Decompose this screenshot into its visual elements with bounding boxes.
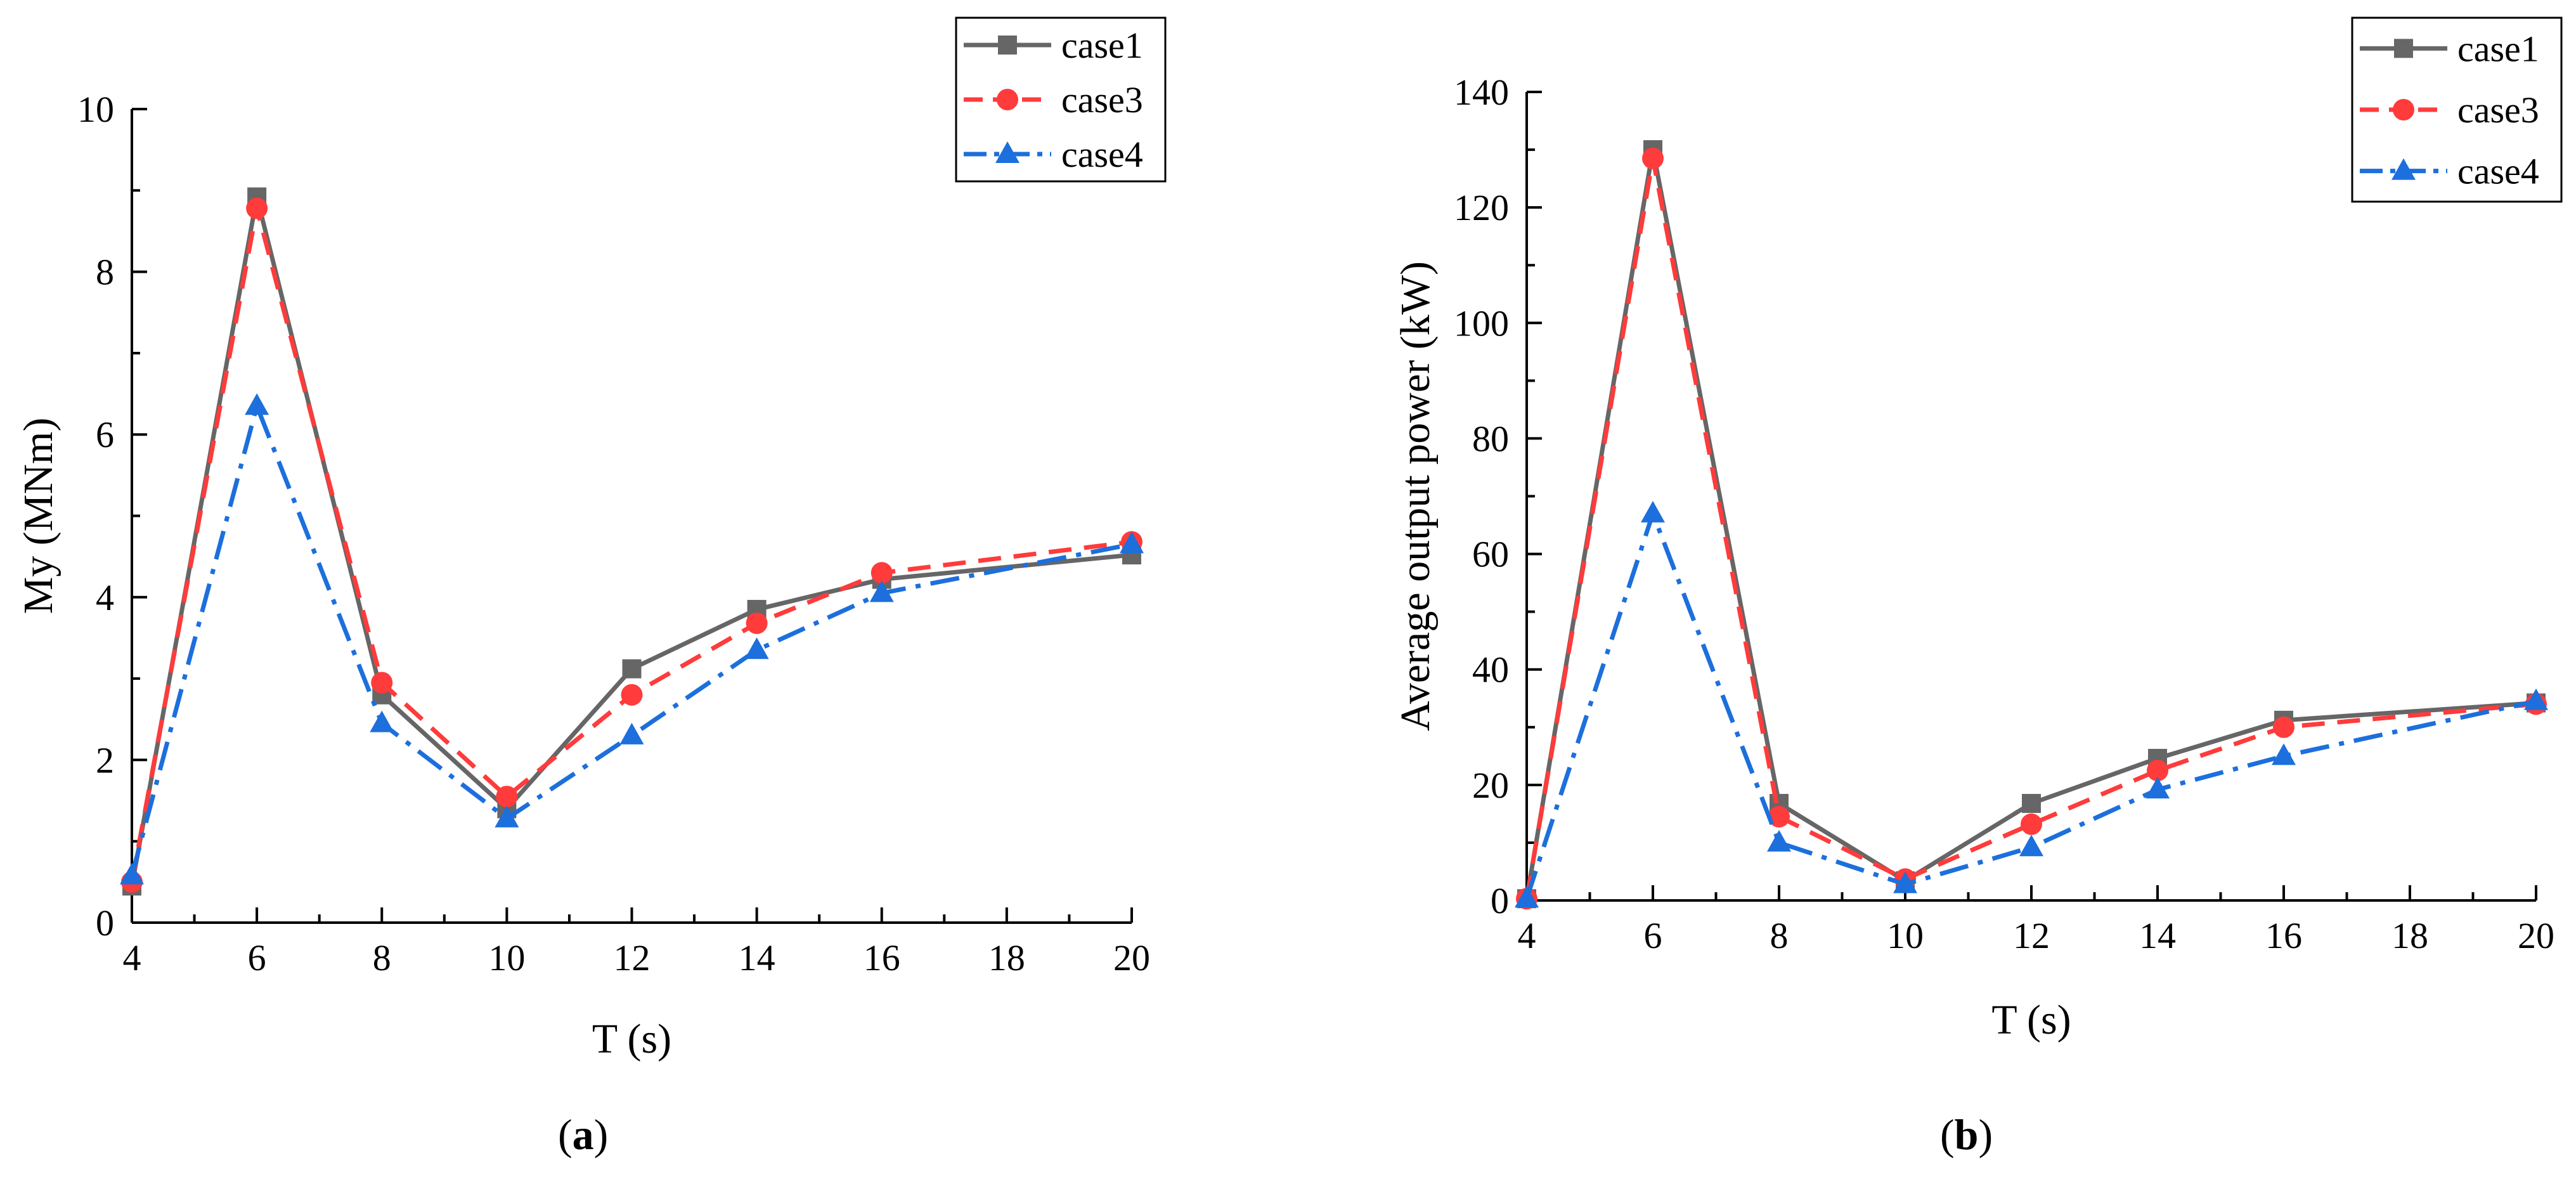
data-point: [2021, 813, 2042, 835]
data-point: [2022, 794, 2041, 813]
panel-label-a: (a): [558, 1110, 609, 1159]
y-tick-label: 2: [96, 739, 114, 781]
x-tick-label: 18: [988, 937, 1025, 978]
legend-label-case1: case1: [2457, 28, 2539, 69]
data-point: [495, 805, 519, 828]
x-tick-label: 20: [2518, 915, 2554, 956]
data-point: [1641, 500, 1665, 523]
legend-label-case4: case4: [1061, 134, 1143, 175]
data-point: [869, 580, 894, 602]
legend-marker-case1: [998, 36, 1017, 55]
y-tick-label: 40: [1472, 649, 1509, 691]
series-case4: [1515, 500, 2548, 908]
x-tick-label: 16: [2265, 915, 2302, 956]
data-point: [370, 710, 394, 732]
x-tick-label: 16: [864, 937, 900, 978]
data-point: [2146, 777, 2170, 799]
data-point: [1120, 531, 1144, 554]
series-case1: [1517, 140, 2546, 909]
panel-label-b: (b): [1940, 1110, 1993, 1159]
x-tick-label: 6: [1644, 915, 1662, 956]
data-point: [871, 562, 893, 584]
y-tick-label: 4: [96, 577, 114, 618]
x-tick-label: 8: [373, 937, 391, 978]
legend-marker-case4: [995, 141, 1019, 163]
data-point: [2019, 835, 2043, 857]
data-point: [619, 722, 644, 744]
legend-label-case3: case3: [2457, 89, 2539, 131]
legend: case1 case3 case4: [2351, 16, 2563, 203]
legend-marker-case3: [997, 89, 1018, 110]
data-point: [2147, 760, 2168, 782]
y-tick-label: 8: [96, 252, 114, 293]
data-point: [1768, 805, 1790, 828]
series-line-case1: [129, 195, 1132, 886]
legend-marker-case3: [2393, 99, 2414, 120]
series-case1: [122, 187, 1141, 896]
legend-label-case1: case1: [1061, 25, 1143, 66]
x-tick-label: 10: [1887, 915, 1924, 956]
x-tick-label: 4: [123, 937, 141, 978]
data-point: [1893, 871, 1917, 893]
y-tick-label: 80: [1472, 418, 1509, 459]
data-point: [1642, 147, 1664, 169]
data-point: [744, 637, 769, 659]
series-case4: [120, 393, 1144, 885]
data-point: [2272, 743, 2296, 765]
y-tick-label: 60: [1472, 534, 1509, 575]
data-point: [2273, 716, 2294, 738]
y-tick-label: 20: [1472, 765, 1509, 806]
x-tick-label: 18: [2392, 915, 2428, 956]
x-axis-title: T (s): [1991, 997, 2071, 1043]
data-point: [245, 393, 269, 415]
y-tick-label: 10: [77, 89, 114, 130]
y-tick-label: 100: [1454, 302, 1509, 344]
data-point: [1767, 829, 1791, 852]
x-tick-label: 4: [1518, 915, 1536, 956]
legend-marker-case1: [2394, 39, 2413, 58]
y-axis-title: My (MNm): [15, 418, 61, 614]
y-axis-title: Average output power (kW): [1392, 261, 1439, 731]
y-tick-label: 0: [1491, 880, 1509, 921]
x-tick-label: 12: [614, 937, 650, 978]
series-line-case4: [129, 403, 1132, 876]
data-point: [622, 659, 642, 679]
series-line-case1: [1524, 147, 2537, 899]
series-line-case4: [1524, 511, 2537, 900]
chart-panel-b: 4 6 8 10 12 14 16 18 20 0 20 40 60 80 100 120 140 T (s) Av…: [1392, 16, 2563, 1043]
series-line-case3: [129, 206, 1132, 883]
data-point: [496, 786, 518, 808]
x-axis-title: T (s): [592, 1016, 671, 1062]
data-point: [621, 684, 643, 706]
y-tick-label: 6: [96, 414, 114, 455]
series-line-case3: [1524, 156, 2537, 899]
x-tick-label: 6: [248, 937, 266, 978]
data-point: [120, 862, 144, 885]
data-point: [746, 612, 768, 634]
legend-label-case3: case3: [1061, 79, 1143, 120]
chart-panel-a: 4 6 8 10 12 14 16 18 20 0 2 4 6 8 10 T (s) My (MNm) case1…: [15, 16, 1167, 1062]
x-tick-label: 12: [2013, 915, 2050, 956]
y-tick-label: 0: [96, 902, 114, 944]
data-point: [1515, 886, 1539, 908]
series-case3: [121, 197, 1142, 893]
legend-marker-case4: [2392, 158, 2416, 180]
data-point: [246, 197, 268, 219]
legend: case1 case3 case4: [955, 16, 1167, 183]
data-point: [371, 672, 393, 694]
x-tick-label: 20: [1113, 937, 1150, 978]
y-tick-label: 120: [1454, 187, 1509, 228]
x-tick-label: 8: [1770, 915, 1789, 956]
data-point: [2524, 688, 2548, 710]
x-tick-label: 14: [2139, 915, 2176, 956]
legend-label-case4: case4: [2457, 151, 2539, 192]
x-tick-label: 10: [488, 937, 525, 978]
x-tick-label: 14: [739, 937, 775, 978]
y-tick-label: 140: [1454, 72, 1509, 113]
